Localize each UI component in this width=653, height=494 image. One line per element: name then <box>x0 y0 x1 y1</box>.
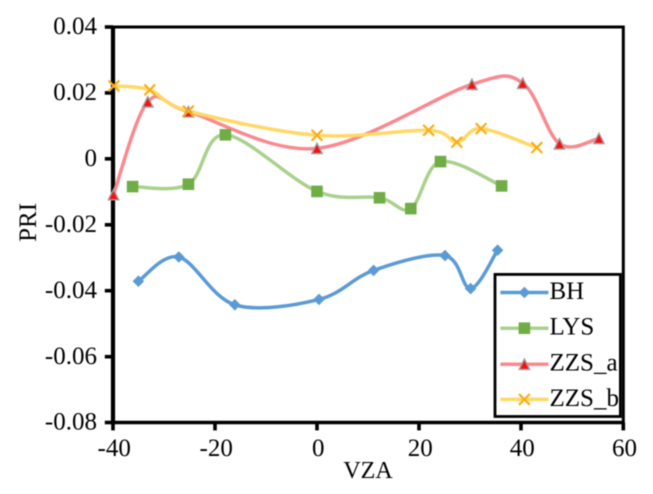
svg-text:BH: BH <box>550 278 585 305</box>
svg-text:40: 40 <box>510 435 535 462</box>
svg-text:-0.06: -0.06 <box>45 343 97 370</box>
svg-text:-0.02: -0.02 <box>45 211 97 238</box>
svg-text:20: 20 <box>408 435 433 462</box>
svg-text:ZZS_b: ZZS_b <box>550 385 619 412</box>
svg-text:ZZS_a: ZZS_a <box>550 350 618 377</box>
svg-text:0: 0 <box>85 145 98 172</box>
svg-text:-0.08: -0.08 <box>45 409 97 436</box>
svg-text:VZA: VZA <box>343 458 393 484</box>
svg-text:-40: -40 <box>98 435 131 462</box>
svg-text:0.04: 0.04 <box>53 13 97 40</box>
svg-text:-0.04: -0.04 <box>45 277 98 304</box>
svg-text:LYS: LYS <box>550 314 595 341</box>
svg-text:0.02: 0.02 <box>53 79 97 106</box>
svg-text:-20: -20 <box>200 435 233 462</box>
svg-text:0: 0 <box>312 435 325 462</box>
svg-text:PRI: PRI <box>15 203 42 242</box>
svg-text:60: 60 <box>612 435 637 462</box>
